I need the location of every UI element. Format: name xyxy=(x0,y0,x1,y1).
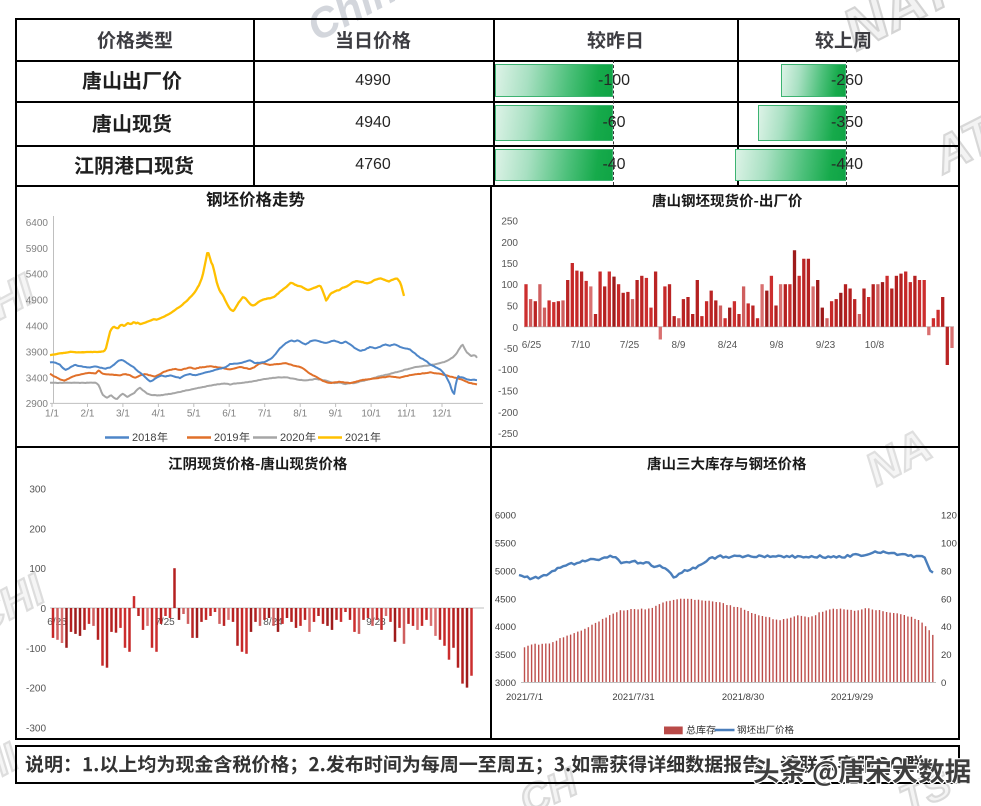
svg-text:3/1: 3/1 xyxy=(116,409,130,420)
svg-text:100: 100 xyxy=(501,280,518,291)
svg-text:0: 0 xyxy=(40,604,46,615)
svg-text:3900: 3900 xyxy=(26,347,49,358)
svg-text:100: 100 xyxy=(29,564,46,575)
svg-text:150: 150 xyxy=(501,259,518,270)
svg-text:-50: -50 xyxy=(504,344,519,355)
svg-text:9/1: 9/1 xyxy=(329,409,343,420)
svg-text:6/25: 6/25 xyxy=(522,340,542,351)
svg-text:2018: 2018 xyxy=(132,432,156,444)
svg-text:40: 40 xyxy=(941,622,952,633)
svg-text:2021/7/1: 2021/7/1 xyxy=(506,692,543,703)
svg-text:4500: 4500 xyxy=(495,594,516,605)
svg-text:2021/8/30: 2021/8/30 xyxy=(722,692,764,703)
svg-text:10/8: 10/8 xyxy=(865,340,885,351)
svg-text:0: 0 xyxy=(512,323,518,334)
svg-text:11/1: 11/1 xyxy=(397,409,416,420)
svg-text:50: 50 xyxy=(507,302,519,313)
svg-text:12/1: 12/1 xyxy=(432,409,452,420)
svg-text:2021/9/29: 2021/9/29 xyxy=(831,692,873,703)
svg-text:1/1: 1/1 xyxy=(45,409,59,420)
svg-text:8/9: 8/9 xyxy=(672,340,686,351)
svg-text:4400: 4400 xyxy=(26,322,49,333)
svg-text:200: 200 xyxy=(29,524,46,535)
svg-text:7/25: 7/25 xyxy=(620,340,640,351)
svg-text:5500: 5500 xyxy=(495,539,516,550)
svg-text:5400: 5400 xyxy=(26,270,49,281)
svg-text:-250: -250 xyxy=(498,429,518,440)
svg-text:200: 200 xyxy=(501,238,518,249)
svg-text:2021/7/31: 2021/7/31 xyxy=(612,692,654,703)
svg-text:9/28: 9/28 xyxy=(366,617,386,628)
svg-text:-100: -100 xyxy=(498,365,518,376)
svg-text:6/1: 6/1 xyxy=(222,409,236,420)
svg-text:2/1: 2/1 xyxy=(81,409,95,420)
svg-text:4900: 4900 xyxy=(26,296,49,307)
svg-text:3000: 3000 xyxy=(495,678,516,689)
svg-text:300: 300 xyxy=(29,485,46,496)
svg-text:-300: -300 xyxy=(26,723,46,734)
svg-text:80: 80 xyxy=(941,566,952,577)
svg-text:2900: 2900 xyxy=(26,399,49,410)
svg-text:20: 20 xyxy=(941,650,952,661)
svg-text:3400: 3400 xyxy=(26,373,49,384)
svg-text:250: 250 xyxy=(501,217,518,228)
svg-text:2020: 2020 xyxy=(280,432,304,444)
svg-text:9/8: 9/8 xyxy=(770,340,784,351)
svg-text:9/23: 9/23 xyxy=(816,340,836,351)
svg-text:5000: 5000 xyxy=(495,566,516,577)
svg-text:8/1: 8/1 xyxy=(293,409,307,420)
svg-text:-200: -200 xyxy=(498,408,518,419)
svg-text:60: 60 xyxy=(941,594,952,605)
svg-text:5900: 5900 xyxy=(26,244,49,255)
svg-text:2019: 2019 xyxy=(214,432,238,444)
svg-text:8/24: 8/24 xyxy=(718,340,738,351)
svg-text:100: 100 xyxy=(941,539,957,550)
svg-text:6000: 6000 xyxy=(495,511,516,522)
svg-text:-200: -200 xyxy=(26,684,46,695)
svg-text:4000: 4000 xyxy=(495,622,516,633)
svg-text:7/25: 7/25 xyxy=(155,617,175,628)
svg-text:-150: -150 xyxy=(498,387,518,398)
svg-text:2021: 2021 xyxy=(345,432,369,444)
svg-text:7/10: 7/10 xyxy=(571,340,591,351)
svg-text:10/1: 10/1 xyxy=(361,409,381,420)
svg-text:5/1: 5/1 xyxy=(187,409,201,420)
svg-text:120: 120 xyxy=(941,511,957,522)
svg-text:0: 0 xyxy=(941,678,946,689)
svg-text:3500: 3500 xyxy=(495,650,516,661)
svg-text:4/1: 4/1 xyxy=(151,409,165,420)
svg-text:7/1: 7/1 xyxy=(258,409,272,420)
svg-text:-100: -100 xyxy=(26,644,46,655)
svg-text:6400: 6400 xyxy=(26,218,49,229)
